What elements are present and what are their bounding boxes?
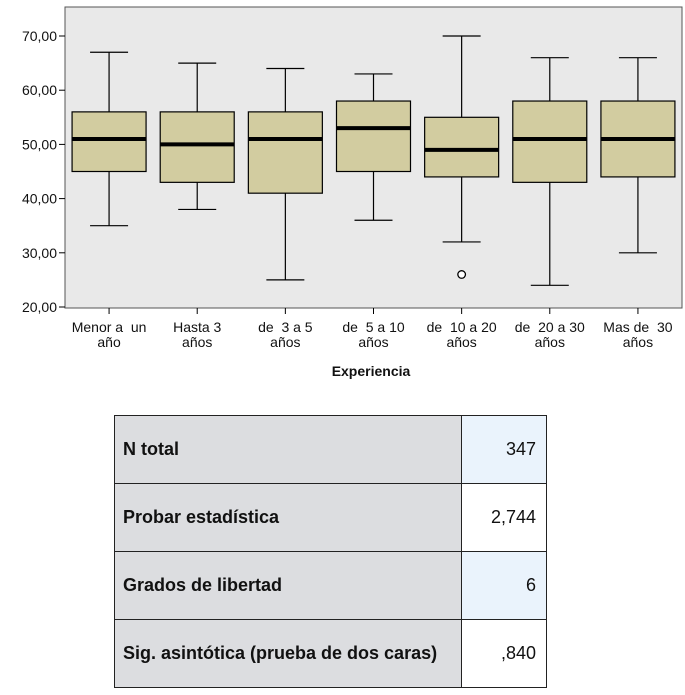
x-tick-label: años bbox=[358, 334, 388, 350]
box-iqr bbox=[71, 111, 147, 173]
row-label-n-total: N total bbox=[114, 415, 462, 484]
x-tick-label: Mas de 30 bbox=[603, 319, 672, 335]
row-value-degrees-of-freedom: 6 bbox=[461, 551, 547, 620]
y-tick-label: 70,00 bbox=[22, 28, 57, 44]
boxplot-chart: 20,00 30,00 40,00 50,00 60,00 70,00 Menor a u… bbox=[22, 6, 683, 379]
x-tick-label: años bbox=[623, 334, 653, 350]
box-iqr bbox=[247, 111, 323, 194]
x-tick-label: años bbox=[182, 334, 212, 350]
x-tick-label: año bbox=[97, 334, 121, 350]
box-iqr bbox=[335, 100, 412, 173]
row-label-degrees-of-freedom: Grados de libertad bbox=[114, 551, 462, 620]
table-row: Sig. asintótica (prueba de dos caras) ,8… bbox=[114, 619, 547, 688]
row-label-test-statistic: Probar estadística bbox=[114, 483, 462, 552]
row-value-n-total: 347 bbox=[461, 415, 547, 484]
box-iqr bbox=[512, 100, 588, 183]
y-tick-label: 40,00 bbox=[22, 191, 57, 207]
x-tick-label: de 20 a 30 bbox=[515, 319, 585, 335]
x-tick-label: años bbox=[535, 334, 565, 350]
y-tick-label: 50,00 bbox=[22, 136, 57, 152]
x-tick-label: años bbox=[446, 334, 476, 350]
y-tick-label: 20,00 bbox=[22, 299, 57, 315]
y-axis: 20,00 30,00 40,00 50,00 60,00 70,00 bbox=[22, 28, 65, 315]
x-tick-label: de 5 a 10 bbox=[342, 319, 404, 335]
row-label-asymptotic-significance: Sig. asintótica (prueba de dos caras) bbox=[114, 619, 462, 688]
row-value-test-statistic: 2,744 bbox=[461, 483, 547, 552]
table-row: N total 347 bbox=[114, 415, 547, 484]
table-row: Probar estadística 2,744 bbox=[114, 483, 547, 552]
x-axis-title: Experiencia bbox=[332, 363, 411, 379]
box-iqr bbox=[159, 111, 235, 183]
test-statistics-table: N total 347 Probar estadística 2,744 Gra… bbox=[114, 415, 547, 688]
table-row: Grados de libertad 6 bbox=[114, 551, 547, 620]
x-tick-label: años bbox=[270, 334, 300, 350]
boxes-group bbox=[71, 35, 676, 286]
x-tick-label: de 3 a 5 bbox=[258, 319, 313, 335]
x-tick-label: de 10 a 20 bbox=[427, 319, 497, 335]
y-tick-label: 60,00 bbox=[22, 82, 57, 98]
box-iqr bbox=[424, 116, 500, 178]
x-tick-label: Menor a un bbox=[72, 319, 147, 335]
y-tick-label: 30,00 bbox=[22, 245, 57, 261]
row-value-asymptotic-significance: ,840 bbox=[461, 619, 547, 688]
x-tick-label: Hasta 3 bbox=[173, 319, 221, 335]
outlier-point bbox=[457, 270, 467, 279]
